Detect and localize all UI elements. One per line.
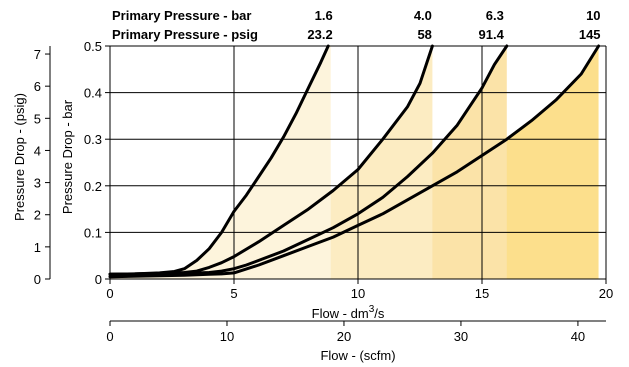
x-tick-label-15: 15: [475, 286, 489, 301]
y-axis-label: Pressure Drop - bar: [60, 99, 75, 214]
header-bar-value-6.3: 6.3: [486, 8, 504, 23]
x2-tick-label-20: 20: [337, 329, 351, 344]
y-tick-label-0.1: 0.1: [84, 225, 102, 240]
header-bar-label: Primary Pressure - bar: [112, 8, 251, 23]
x-tick-label-0: 0: [106, 286, 113, 301]
y2-tick-label-5: 5: [34, 111, 41, 126]
header-bar-value-4.0: 4.0: [414, 8, 432, 23]
x2-tick-label-40: 40: [571, 329, 585, 344]
x2-tick-label-0: 0: [106, 329, 113, 344]
series-line-10: [108, 44, 601, 279]
x-tick-label-20: 20: [599, 286, 613, 301]
y-tick-label-0.3: 0.3: [84, 132, 102, 147]
grid-lines: [110, 46, 606, 279]
header-psig-value-10: 145: [579, 27, 601, 42]
y2-tick-label-7: 7: [34, 47, 41, 62]
y-tick-label-0: 0: [95, 272, 102, 287]
series-fill-1.6: [110, 46, 331, 279]
series-fills: [110, 46, 599, 279]
series-fill-4.0: [110, 46, 433, 279]
header-values: 1.6 23.2 4.0 58 6.3 91.4 10 145: [307, 8, 600, 42]
header-bar-value-10: 10: [586, 8, 600, 23]
y2-tick-label-0: 0: [34, 272, 41, 287]
y2-axis-label: Pressure Drop - (psig): [12, 93, 27, 221]
x-axis-label: Flow - dm3/s: [312, 304, 385, 321]
header-bar-value-1.6: 1.6: [315, 8, 333, 23]
axes: 0 0.1 0.2 0.3 0.4 0.5 0 5 10 15 20 0 1 2 3 4 5 6 7 0 10 20 30 4…: [34, 39, 613, 344]
header-psig-value-4.0: 58: [417, 27, 431, 42]
series-curves: [108, 44, 601, 279]
series-line-6.3: [108, 44, 509, 276]
x2-tick-label-30: 30: [454, 329, 468, 344]
y2-tick-label-6: 6: [34, 79, 41, 94]
header-psig-value-1.6: 23.2: [307, 27, 332, 42]
x-tick-label-5: 5: [230, 286, 237, 301]
x-tick-label-10: 10: [351, 286, 365, 301]
y2-tick-label-2: 2: [34, 208, 41, 223]
y-tick-label-0.5: 0.5: [84, 39, 102, 54]
header-psig-value-6.3: 91.4: [479, 27, 505, 42]
header-psig-label: Primary Pressure - psig: [112, 27, 258, 42]
x2-axis-label: Flow - (scfm): [320, 348, 395, 363]
y-tick-label-0.2: 0.2: [84, 179, 102, 194]
y2-tick-label-1: 1: [34, 240, 41, 255]
x2-tick-label-10: 10: [220, 329, 234, 344]
y-tick-label-0.4: 0.4: [84, 86, 102, 101]
y2-tick-label-3: 3: [34, 176, 41, 191]
y2-tick-label-4: 4: [34, 143, 41, 158]
